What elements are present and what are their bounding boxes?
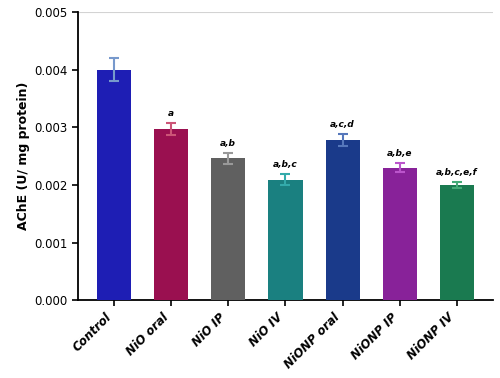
Text: a,b,c,e,f: a,b,c,e,f — [436, 168, 478, 177]
Y-axis label: AChE (U/ mg protein): AChE (U/ mg protein) — [17, 82, 30, 230]
Text: a,b,c: a,b,c — [273, 160, 298, 169]
Bar — [268, 180, 302, 301]
Bar — [154, 129, 188, 301]
Bar — [97, 70, 131, 301]
Text: a,c,d: a,c,d — [330, 120, 355, 129]
Bar — [326, 140, 360, 301]
Text: a: a — [168, 109, 174, 118]
Bar — [211, 158, 246, 301]
Bar — [382, 168, 417, 301]
Text: a,b,e: a,b,e — [387, 149, 412, 158]
Bar — [440, 185, 474, 301]
Text: a,b: a,b — [220, 139, 236, 148]
